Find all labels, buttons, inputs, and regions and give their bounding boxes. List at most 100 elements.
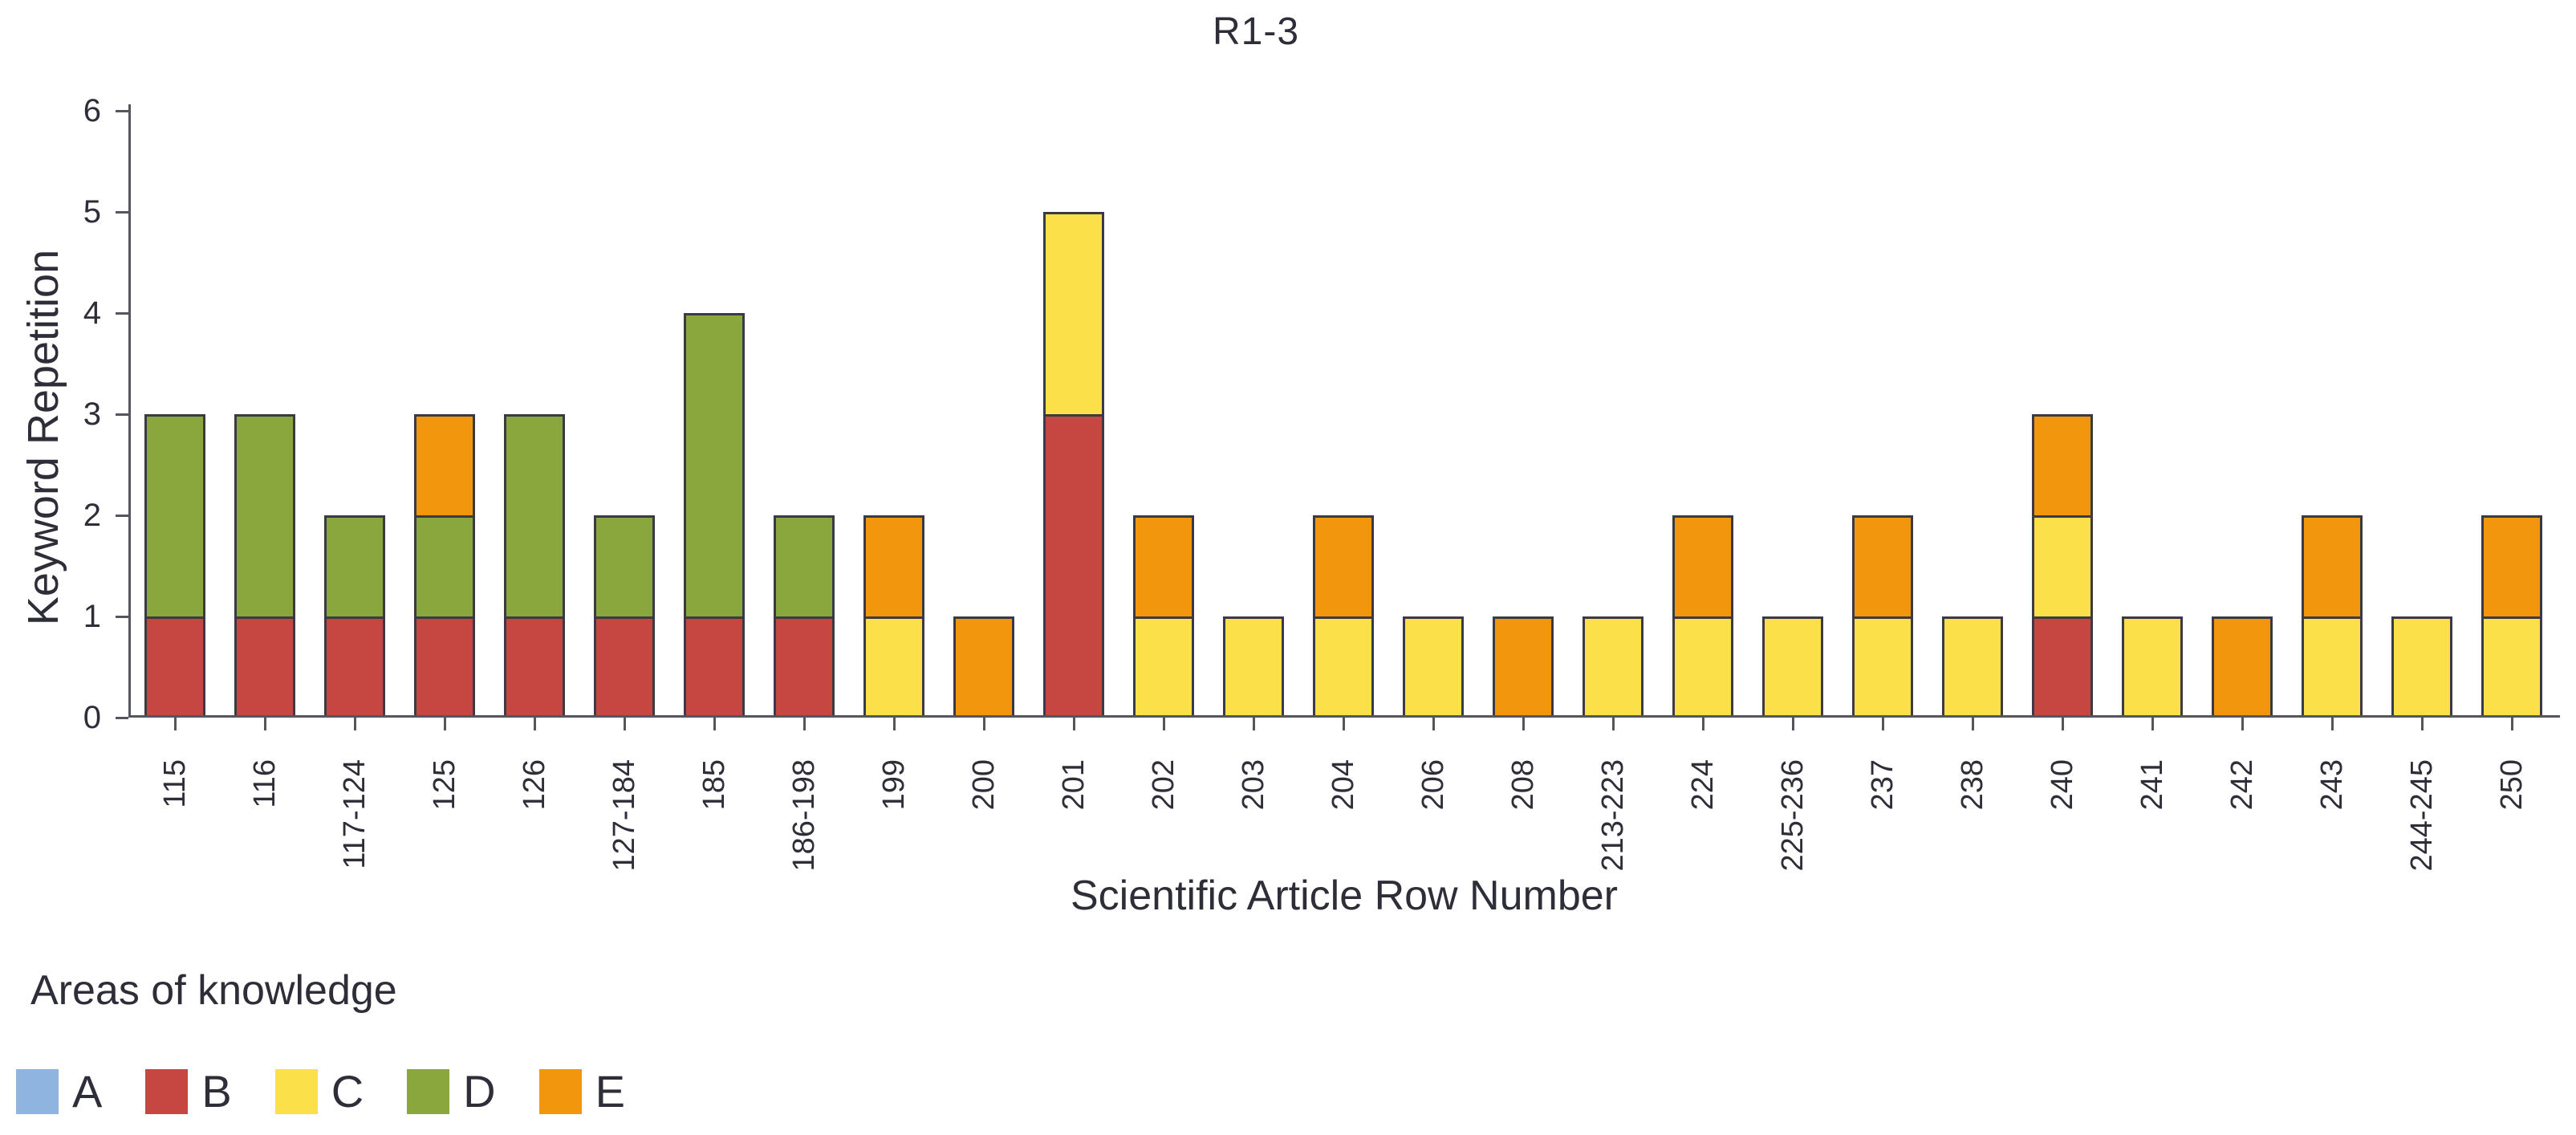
y-tick-label: 5 (83, 194, 101, 230)
plot-area: 0 1 2 3 4 5 6 115 116 117-124 125 126 127-184 185 186-… (83, 94, 2560, 871)
x-tick-label: 186-198 (787, 759, 821, 872)
x-tick (2420, 718, 2424, 730)
bar-segment-C (1583, 616, 1644, 718)
bar-segment-E (1313, 515, 1374, 619)
bar-segment-E (863, 515, 924, 619)
bar-segment-D (684, 313, 745, 619)
bar-segment-D (594, 515, 655, 619)
bar-segment-B (684, 616, 745, 718)
x-tick (2510, 718, 2513, 730)
bar-segment-D (774, 515, 835, 619)
x-tick (892, 718, 896, 730)
bar-segment-D (504, 414, 565, 619)
legend-label-E: E (595, 1066, 625, 1117)
bar-segment-C (1762, 616, 1823, 718)
x-tick-label: 202 (1147, 759, 1180, 811)
y-tick-label: 0 (83, 700, 101, 735)
x-tick-label: 242 (2225, 759, 2259, 811)
y-tick-label: 6 (83, 93, 101, 128)
x-tick-label: 116 (248, 759, 282, 808)
x-tick (1971, 718, 1974, 730)
bar-segment-E (2212, 616, 2273, 718)
x-tick-label: 206 (1416, 759, 1450, 811)
x-tick-label: 243 (2315, 759, 2349, 811)
legend-label-A: A (72, 1066, 103, 1117)
legend-swatch-A (16, 1069, 59, 1114)
legend-label-C: C (331, 1066, 364, 1117)
bar-segment-B (324, 616, 385, 718)
y-tick (116, 413, 128, 416)
x-tick-label: 237 (1866, 759, 1899, 811)
bar-segment-E (1493, 616, 1554, 718)
bar-segment-B (594, 616, 655, 718)
legend-label-D: D (463, 1066, 496, 1117)
y-tick (116, 615, 128, 618)
x-tick-label: 244-245 (2405, 759, 2439, 872)
bar-segment-B (774, 616, 835, 718)
x-tick (982, 718, 985, 730)
x-tick (1162, 718, 1165, 730)
legend-swatch-B (145, 1069, 189, 1114)
bar-segment-C (2481, 616, 2542, 718)
bar-segment-C (1672, 616, 1733, 718)
y-tick-label: 2 (83, 498, 101, 533)
bar-segment-E (2032, 414, 2093, 518)
bar-segment-C (1852, 616, 1913, 718)
x-tick (1881, 718, 1884, 730)
x-tick (533, 718, 536, 730)
bar-segment-B (234, 616, 295, 718)
bar-segment-D (144, 414, 205, 619)
x-tick-label: 201 (1057, 759, 1091, 811)
x-axis-title: Scientific Article Row Number (1071, 873, 1618, 919)
bar-segment-C (2122, 616, 2183, 718)
x-tick-label: 200 (967, 759, 1001, 811)
legend-item-C: C (274, 1066, 364, 1117)
x-tick-label: 126 (518, 759, 551, 811)
x-tick (2241, 718, 2244, 730)
x-tick-label: 127-184 (607, 759, 641, 872)
x-tick (1072, 718, 1075, 730)
legend-item-D: D (407, 1066, 496, 1117)
x-tick (263, 718, 266, 730)
legend-swatch-E (538, 1069, 582, 1114)
y-tick (116, 311, 128, 315)
x-tick (353, 718, 356, 730)
bar-segment-C (863, 616, 924, 718)
x-tick (1701, 718, 1704, 730)
x-tick (713, 718, 716, 730)
bar-segment-E (2481, 515, 2542, 619)
bar-segment-E (2302, 515, 2363, 619)
bar-segment-C (1223, 616, 1284, 718)
bar-segment-C (1313, 616, 1374, 718)
legend-item-A: A (16, 1069, 102, 1114)
bar-segment-E (1133, 515, 1194, 619)
x-tick (623, 718, 626, 730)
x-tick (2061, 718, 2064, 730)
bar-segment-B (414, 616, 475, 718)
x-tick (1791, 718, 1794, 730)
bar-segment-D (324, 515, 385, 619)
bar-segment-E (1852, 515, 1913, 619)
y-tick-label: 1 (83, 599, 101, 634)
x-tick-label: 241 (2135, 759, 2169, 811)
x-tick-label: 117-124 (338, 759, 372, 869)
y-tick (116, 514, 128, 517)
legend-label-B: B (201, 1066, 232, 1117)
y-tick (116, 210, 128, 214)
bar-segment-C (2302, 616, 2363, 718)
x-tick-label: 225-236 (1776, 759, 1810, 872)
y-tick (116, 109, 128, 112)
y-axis-line (128, 104, 131, 718)
bar-segment-D (234, 414, 295, 619)
x-tick (173, 718, 177, 730)
x-tick-label: 203 (1237, 759, 1270, 811)
x-tick (2151, 718, 2154, 730)
bar-segment-C (2032, 515, 2093, 619)
x-tick-label: 213-223 (1596, 759, 1630, 872)
bar-segment-C (2391, 616, 2452, 718)
legend-item-B: B (145, 1066, 232, 1117)
x-tick-label: 250 (2495, 759, 2529, 811)
bar-segment-B (144, 616, 205, 718)
x-axis-line (128, 715, 2560, 718)
